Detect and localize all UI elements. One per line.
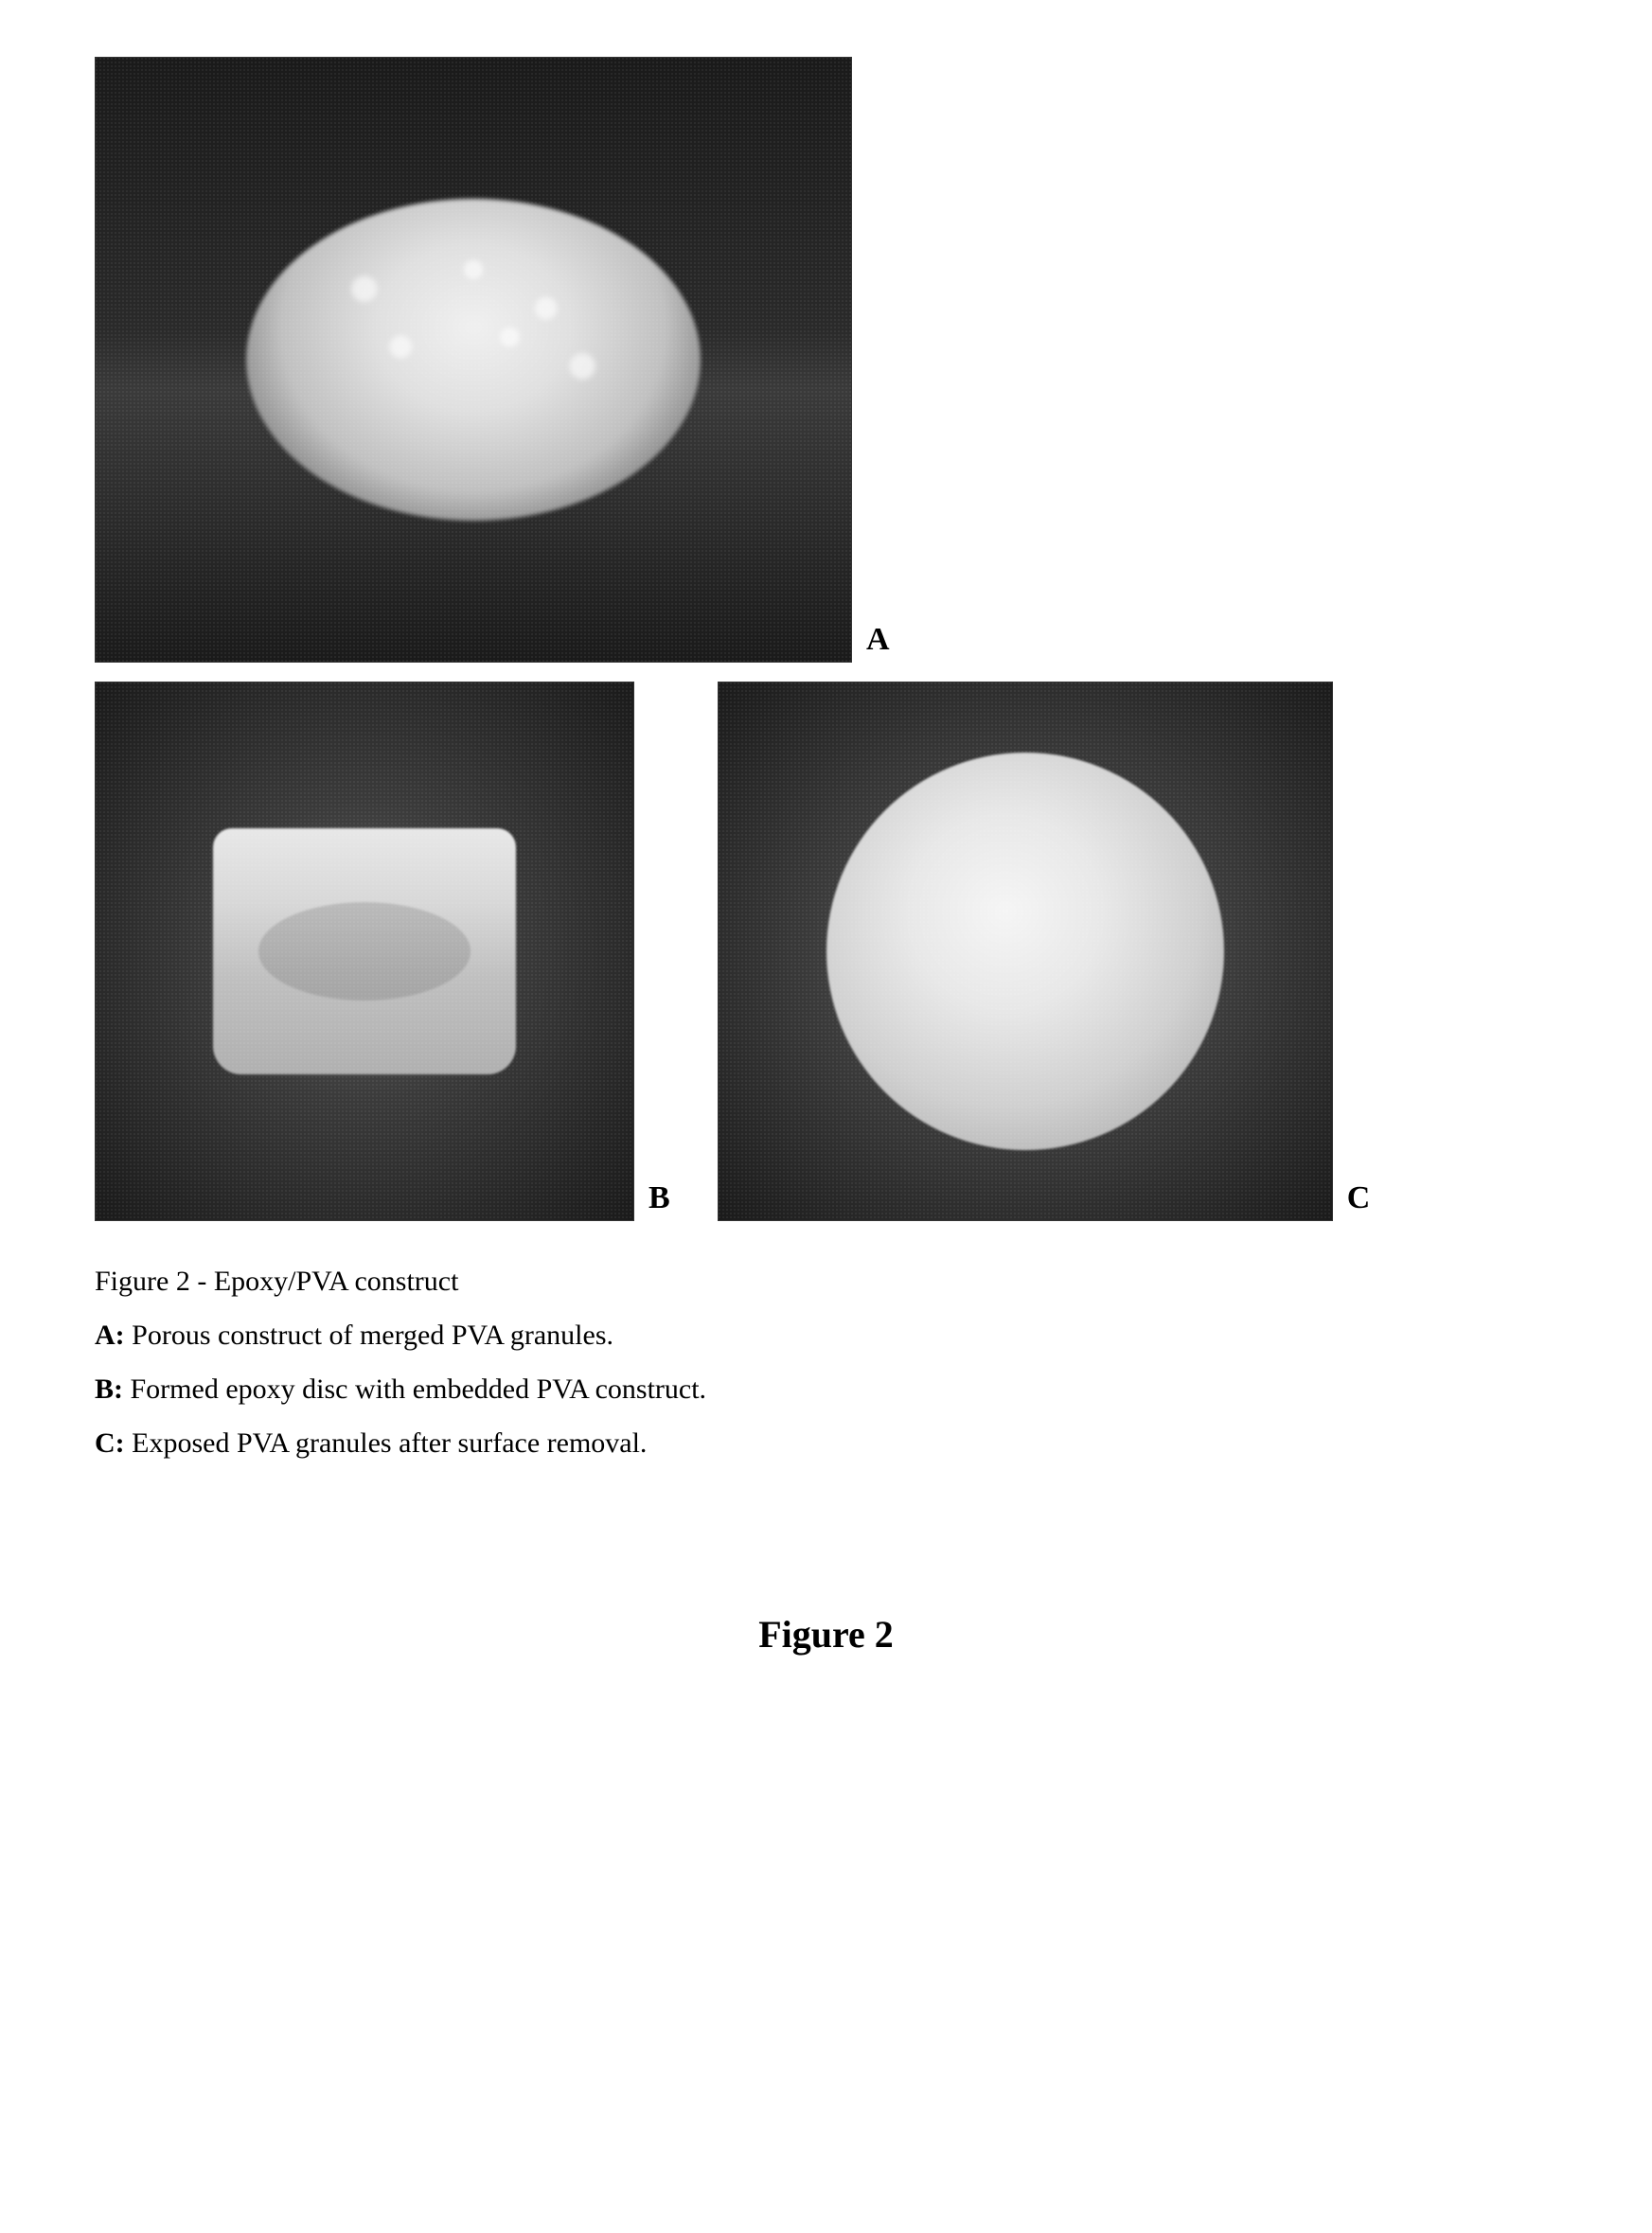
panel-b-label: B bbox=[648, 1180, 670, 1216]
exposed-disc-subject bbox=[826, 753, 1224, 1150]
caption-item-c: C: Exposed PVA granules after surface re… bbox=[95, 1416, 1557, 1470]
figure-caption: Figure 2 - Epoxy/PVA construct A: Porous… bbox=[95, 1254, 1557, 1470]
caption-label-c: C: bbox=[95, 1427, 125, 1459]
epoxy-disc-subject bbox=[213, 828, 516, 1074]
caption-text-b: Formed epoxy disc with embedded PVA cons… bbox=[123, 1373, 706, 1405]
caption-title: Figure 2 - Epoxy/PVA construct bbox=[95, 1254, 1557, 1308]
panel-a-label: A bbox=[866, 622, 890, 658]
caption-text-c: Exposed PVA granules after surface remov… bbox=[125, 1427, 648, 1459]
figure-bottom-title: Figure 2 bbox=[95, 1612, 1557, 1657]
figure-panel-b bbox=[95, 682, 634, 1221]
caption-text-a: Porous construct of merged PVA granules. bbox=[125, 1320, 613, 1351]
caption-item-a: A: Porous construct of merged PVA granul… bbox=[95, 1308, 1557, 1362]
figure-panel-a bbox=[95, 57, 852, 663]
figure-panel-c bbox=[718, 682, 1333, 1221]
caption-label-a: A: bbox=[95, 1320, 125, 1351]
granules-subject bbox=[246, 199, 701, 521]
caption-label-b: B: bbox=[95, 1373, 123, 1405]
figure-container: A B C Figure 2 - Epoxy/PVA construct A: … bbox=[95, 57, 1557, 1657]
caption-item-b: B: Formed epoxy disc with embedded PVA c… bbox=[95, 1362, 1557, 1416]
panel-c-label: C bbox=[1347, 1180, 1371, 1216]
figure-top-row: A bbox=[95, 57, 1557, 663]
figure-bottom-row: B C bbox=[95, 682, 1557, 1221]
